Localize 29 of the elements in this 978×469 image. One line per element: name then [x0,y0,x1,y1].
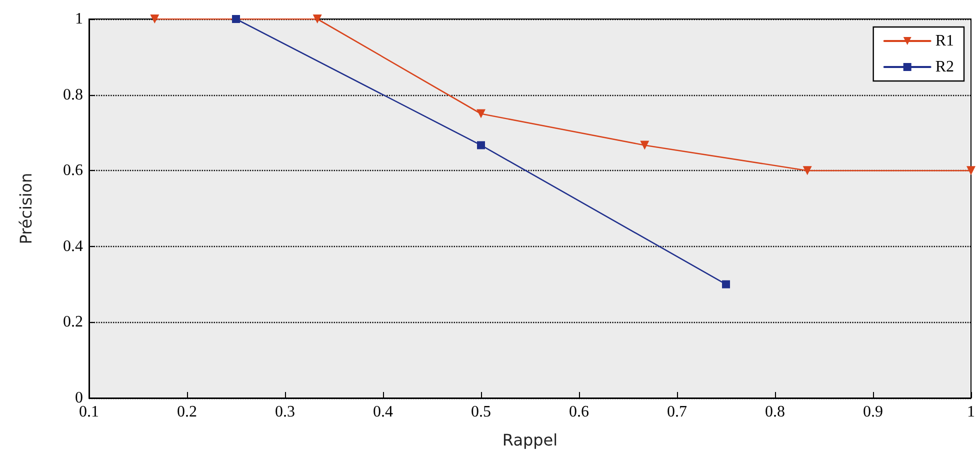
point [150,14,160,24]
point [476,109,486,118]
x-tick-label: 0.5 [471,404,491,420]
x-tick-label: 0.7 [667,404,687,420]
point [477,141,485,150]
y-tick-label: 1 [75,10,83,28]
x-tick-label: 0.6 [569,404,589,420]
point [722,280,730,288]
y-tick-label: 0.8 [63,86,83,104]
x-tick-label: 0.3 [275,404,295,420]
y-tick-label: 0.2 [63,314,83,331]
y-axis-title: Précision [16,172,36,244]
y-tick-label: 0.4 [63,238,83,255]
x-tick-label: 1 [967,404,975,420]
point [966,166,976,176]
x-tick-label: 0.1 [79,404,99,420]
y-tick-label: 0.6 [63,162,83,180]
point [312,14,322,24]
x-tick-label: 0.4 [373,404,393,420]
x-axis-title: Rappel [502,430,558,450]
x-tick-label: 0.2 [177,404,197,420]
x-tick-label: 0.8 [765,404,785,420]
point [640,140,650,150]
legend-label: R2 [935,58,954,76]
x-tick-label: 0.9 [863,404,883,420]
legend-label: R1 [935,32,954,50]
y-tick-label: 0 [75,390,83,406]
point [232,15,240,23]
point [802,166,812,176]
